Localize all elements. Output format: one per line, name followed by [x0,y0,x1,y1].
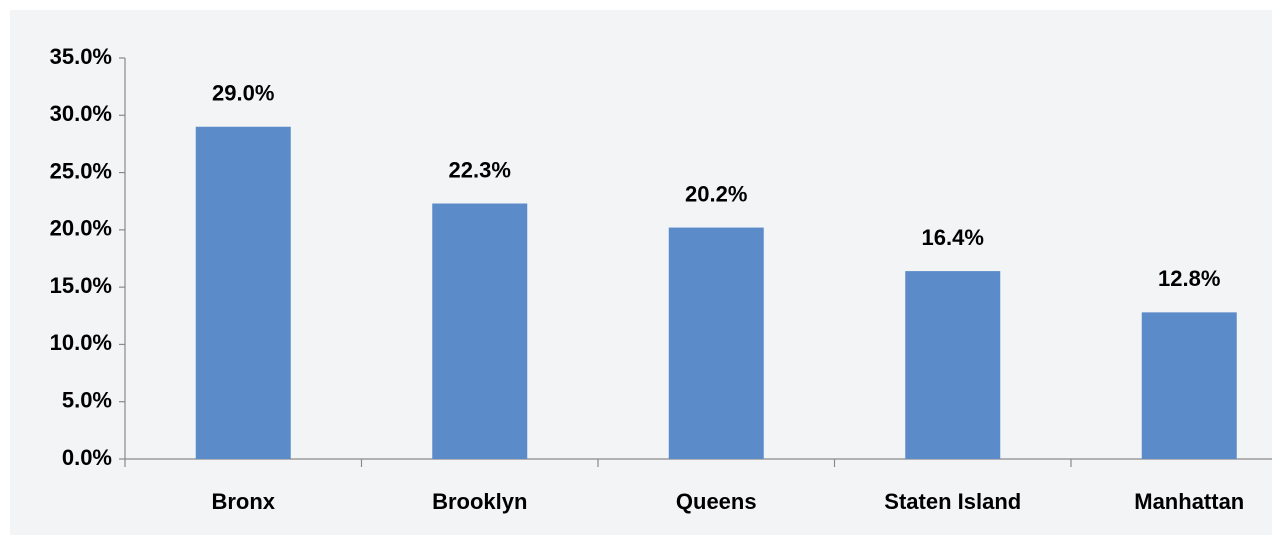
y-tick-label: 30.0% [50,101,112,126]
x-tick-label: Bronx [211,489,275,514]
bar [668,227,764,459]
y-tick-label: 15.0% [50,273,112,298]
y-tick-label: 5.0% [62,388,112,413]
y-tick-label: 0.0% [62,445,112,470]
y-tick-label: 35.0% [50,44,112,69]
value-label: 16.4% [922,225,984,250]
value-label: 12.8% [1158,266,1220,291]
bar [1141,312,1237,459]
value-label: 20.2% [685,181,747,206]
x-tick-label: Brooklyn [432,489,527,514]
y-tick-label: 20.0% [50,216,112,241]
y-tick-label: 25.0% [50,158,112,183]
bar [905,271,1001,459]
x-tick-label: Queens [676,489,757,514]
x-tick-label: Staten Island [884,489,1021,514]
y-tick-label: 10.0% [50,330,112,355]
x-tick-label: Manhattan [1134,489,1244,514]
value-label: 29.0% [212,81,274,106]
value-label: 22.3% [449,157,511,182]
bar [432,203,528,459]
bar [195,126,291,459]
